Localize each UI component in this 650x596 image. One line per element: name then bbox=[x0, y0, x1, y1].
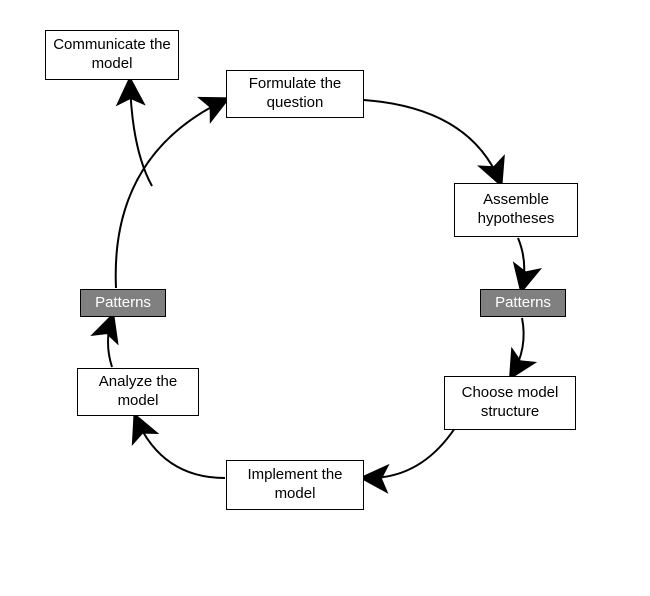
node-label: Assemble hypotheses bbox=[461, 191, 571, 229]
node-label: Implement the model bbox=[233, 466, 357, 504]
node-communicate: Communicate the model bbox=[45, 30, 179, 80]
node-label: Patterns bbox=[95, 294, 151, 313]
cycle-arrow bbox=[108, 318, 112, 367]
cycle-arrow bbox=[512, 318, 524, 375]
cycle-arrow bbox=[364, 100, 500, 182]
node-choose: Choose model structure bbox=[444, 376, 576, 430]
node-label: Choose model structure bbox=[451, 384, 569, 422]
node-formulate: Formulate the question bbox=[226, 70, 364, 118]
cycle-arrow bbox=[136, 418, 225, 478]
diagram-canvas: Formulate the question Assemble hypothes… bbox=[0, 0, 650, 596]
cycle-arrow bbox=[365, 428, 455, 478]
node-assemble: Assemble hypotheses bbox=[454, 183, 578, 237]
node-implement: Implement the model bbox=[226, 460, 364, 510]
node-label: Analyze the model bbox=[84, 373, 192, 411]
cycle-arrow bbox=[518, 238, 524, 288]
branch-arrow bbox=[130, 82, 152, 186]
node-label: Patterns bbox=[495, 294, 551, 313]
node-patterns-left: Patterns bbox=[80, 289, 166, 317]
node-analyze: Analyze the model bbox=[77, 368, 199, 416]
cycle-arrow bbox=[116, 100, 225, 288]
node-label: Formulate the question bbox=[233, 75, 357, 113]
node-patterns-right: Patterns bbox=[480, 289, 566, 317]
node-label: Communicate the model bbox=[52, 36, 172, 74]
